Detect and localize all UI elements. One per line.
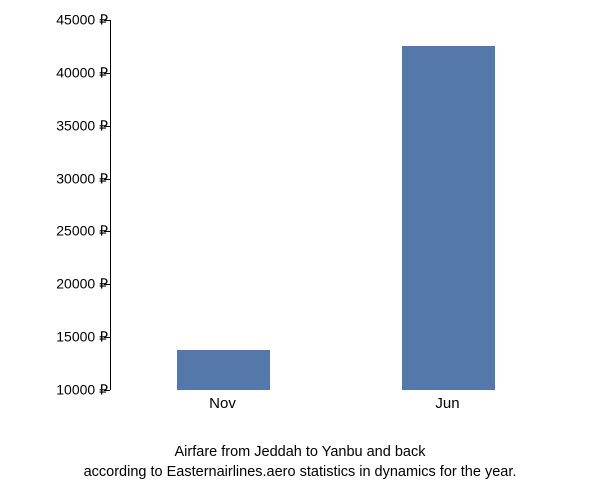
y-tick-label: 15000 ₽ xyxy=(30,329,108,346)
y-tick-label: 35000 ₽ xyxy=(30,117,108,134)
x-tick-label: Jun xyxy=(435,395,459,412)
y-tick-label: 45000 ₽ xyxy=(30,12,108,29)
bar xyxy=(177,350,269,390)
chart-caption-line1: Airfare from Jeddah to Yanbu and back xyxy=(0,443,600,463)
y-tick-mark xyxy=(104,390,110,391)
x-tick-label: Nov xyxy=(209,395,236,412)
plot-area xyxy=(110,20,560,390)
y-tick-label: 40000 ₽ xyxy=(30,64,108,81)
bar xyxy=(402,46,494,390)
y-tick-label: 20000 ₽ xyxy=(30,276,108,293)
chart-caption-line2: according to Easternairlines.aero statis… xyxy=(0,463,600,483)
bar-chart: 10000 ₽ 15000 ₽ 20000 ₽ 25000 ₽ 30000 ₽ 35000… xyxy=(30,10,570,430)
y-tick-label: 10000 ₽ xyxy=(30,382,108,399)
y-tick-label: 25000 ₽ xyxy=(30,223,108,240)
y-tick-label: 30000 ₽ xyxy=(30,170,108,187)
